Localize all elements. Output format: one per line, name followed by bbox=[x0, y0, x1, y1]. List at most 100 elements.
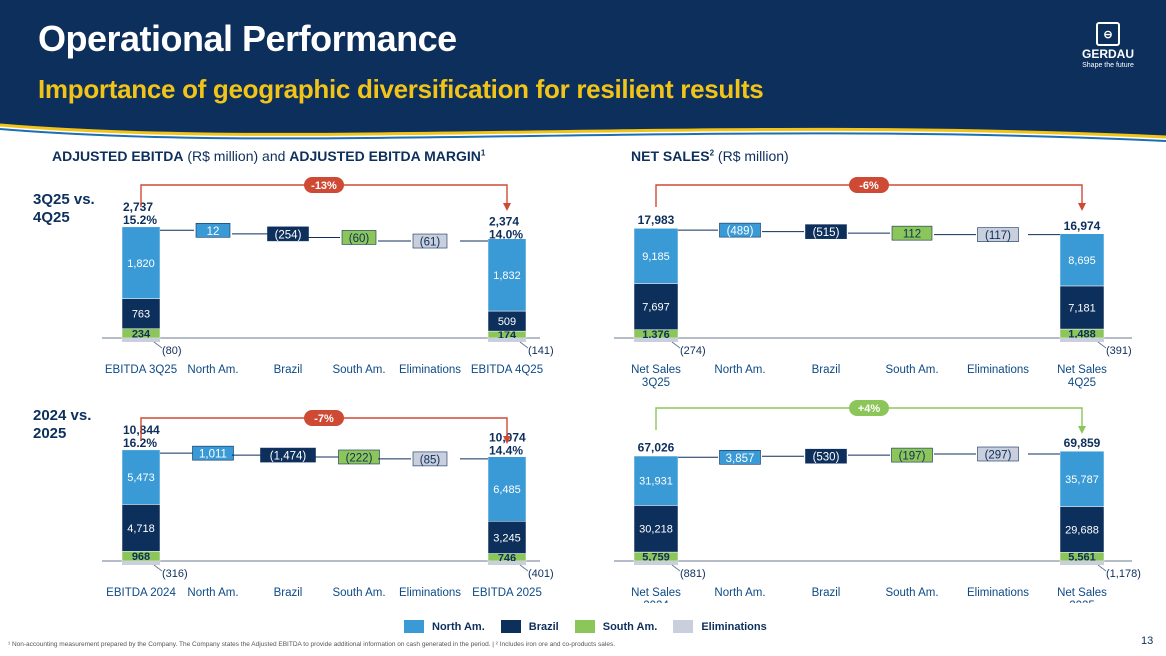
category-label: South Am. bbox=[885, 364, 938, 376]
start-bar-brazil bbox=[633, 283, 679, 330]
step-bar-brazil bbox=[267, 226, 309, 242]
category-label-line2: 2025 bbox=[1069, 600, 1095, 603]
logo-tagline: Shape the future bbox=[1082, 62, 1134, 69]
step-value-label: (61) bbox=[420, 237, 441, 249]
page-title: Operational Performance bbox=[38, 18, 457, 59]
sales-title-footnote-ref: 2 bbox=[709, 148, 715, 158]
legend-swatch-brazil bbox=[500, 620, 521, 633]
legend-swatch-north-am bbox=[404, 620, 424, 633]
step-bar-brazil bbox=[805, 224, 847, 239]
page-number: 13 bbox=[1141, 635, 1154, 647]
step-value-label: (1,474) bbox=[270, 451, 307, 463]
start-margin-label: 15.2% bbox=[123, 213, 157, 227]
start-value-south-am: 5,759 bbox=[642, 552, 670, 564]
step-value-label: (297) bbox=[985, 450, 1012, 462]
header-wave bbox=[0, 95, 1166, 142]
start-bar-north-am bbox=[121, 226, 161, 299]
ebitda-section-title: ADJUSTED EBITDA (R$ million) and ADJUSTE… bbox=[52, 148, 485, 164]
start-bar-eliminations bbox=[122, 338, 160, 342]
change-arrowhead bbox=[1078, 426, 1086, 434]
ebitda-title-bold: ADJUSTED EBITDA bbox=[52, 148, 184, 164]
change-badge bbox=[849, 400, 889, 416]
end-bar-eliminations bbox=[488, 338, 526, 342]
start-bar-brazil bbox=[121, 298, 161, 330]
start-elim-leader bbox=[671, 564, 681, 572]
category-label: Brazil bbox=[812, 587, 841, 599]
start-value-brazil: 763 bbox=[132, 309, 150, 321]
legend-label: Brazil bbox=[528, 620, 559, 633]
start-bar-eliminations bbox=[634, 338, 678, 342]
category-label: EBITDA 3Q25 bbox=[105, 364, 177, 376]
legend-label: South Am. bbox=[602, 620, 658, 633]
start-bar-north-am bbox=[121, 449, 161, 505]
sales-year-chart: 5,759 30,218 31,931 (881) 67,026 5,561 29,688 3… bbox=[614, 400, 1141, 603]
category-label: North Am. bbox=[714, 587, 765, 599]
start-total-label: 17,983 bbox=[638, 213, 675, 227]
change-badge-label: +4% bbox=[858, 403, 881, 415]
step-value-label: (254) bbox=[275, 229, 302, 241]
category-label: Brazil bbox=[812, 364, 841, 376]
start-elim-leader bbox=[671, 341, 681, 349]
start-margin-label: 16.2% bbox=[123, 436, 157, 450]
start-value-south-am: 968 bbox=[132, 551, 150, 563]
category-label: Net Sales bbox=[1057, 587, 1107, 599]
sales-title-bold: NET SALES bbox=[631, 148, 710, 164]
end-value-eliminations: (141) bbox=[528, 345, 554, 357]
start-value-north-am: 31,931 bbox=[639, 476, 673, 488]
step-value-label: 12 bbox=[207, 226, 220, 238]
category-label: Eliminations bbox=[967, 364, 1029, 376]
end-value-north-am: 1,832 bbox=[493, 270, 521, 282]
legend-label: North Am. bbox=[432, 620, 485, 633]
category-label: Eliminations bbox=[399, 587, 461, 599]
step-value-label: 3,857 bbox=[726, 453, 755, 465]
change-badge-label: -6% bbox=[859, 180, 879, 192]
step-bar-south-am bbox=[341, 230, 377, 245]
end-value-eliminations: (391) bbox=[1106, 345, 1132, 357]
category-label: Net Sales bbox=[631, 587, 681, 599]
legend-item: Brazil bbox=[500, 620, 559, 633]
start-value-brazil: 7,697 bbox=[642, 302, 670, 314]
step-value-label: (85) bbox=[420, 454, 441, 466]
start-elim-leader bbox=[153, 341, 163, 349]
start-value-north-am: 1,820 bbox=[127, 258, 155, 270]
end-value-eliminations: (1,178) bbox=[1106, 568, 1141, 580]
category-label: Net Sales bbox=[631, 364, 681, 376]
step-value-label: (60) bbox=[349, 233, 370, 245]
category-label-line2: 4Q25 bbox=[1068, 377, 1096, 389]
end-bar-brazil bbox=[487, 521, 527, 554]
step-bar-north-am bbox=[195, 222, 231, 238]
step-value-label: 112 bbox=[903, 229, 921, 241]
category-label: South Am. bbox=[332, 587, 385, 599]
start-value-south-am: 1,376 bbox=[642, 329, 670, 341]
step-bar-north-am bbox=[192, 445, 234, 461]
category-label: Brazil bbox=[274, 587, 303, 599]
start-value-eliminations: (316) bbox=[162, 568, 188, 580]
end-elim-leader bbox=[519, 341, 529, 349]
category-label: Eliminations bbox=[399, 364, 461, 376]
step-value-label: (197) bbox=[899, 451, 926, 463]
end-value-brazil: 7,181 bbox=[1068, 303, 1096, 315]
end-bar-eliminations bbox=[488, 561, 526, 565]
change-badge bbox=[304, 177, 344, 193]
legend: North Am. Brazil South Am. Eliminations bbox=[404, 620, 783, 633]
step-value-label: (489) bbox=[727, 226, 754, 238]
step-bar-eliminations bbox=[412, 233, 448, 249]
end-margin-label: 14.4% bbox=[489, 444, 523, 458]
end-bar-north-am bbox=[1059, 450, 1105, 507]
category-label: Eliminations bbox=[967, 587, 1029, 599]
legend-swatch-south-am bbox=[574, 620, 595, 633]
category-label: North Am. bbox=[187, 587, 238, 599]
change-arrowhead bbox=[1078, 203, 1086, 211]
start-bar-eliminations bbox=[122, 561, 160, 565]
category-label: North Am. bbox=[187, 364, 238, 376]
start-value-brazil: 4,718 bbox=[127, 523, 155, 535]
ebitda-margin-title: ADJUSTED EBITDA MARGIN bbox=[289, 148, 481, 164]
end-value-north-am: 35,787 bbox=[1065, 474, 1099, 486]
category-label-line2: 2024 bbox=[643, 600, 669, 603]
step-bar-south-am bbox=[338, 449, 380, 465]
step-bar-south-am bbox=[891, 447, 933, 463]
change-arrowhead bbox=[503, 203, 511, 211]
row-label-year: 2024 vs. 2025 bbox=[33, 407, 92, 442]
legend-item: Eliminations bbox=[673, 620, 767, 633]
step-bar-eliminations bbox=[977, 227, 1019, 242]
